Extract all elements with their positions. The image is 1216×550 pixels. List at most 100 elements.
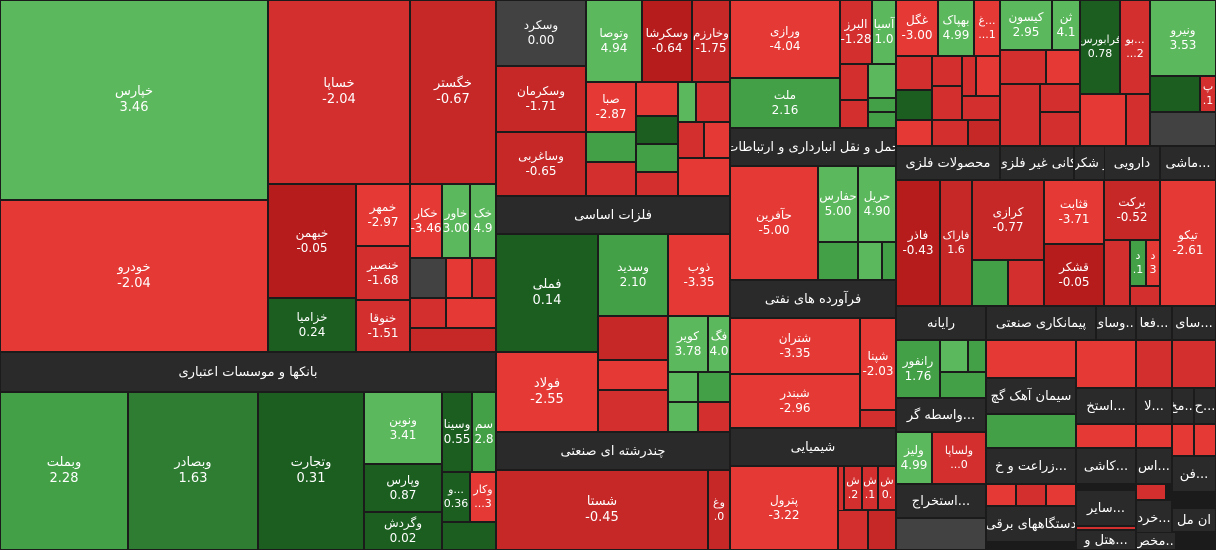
- treemap-tile[interactable]: [696, 82, 730, 122]
- treemap-tile[interactable]: [698, 372, 730, 402]
- treemap-tile[interactable]: [636, 172, 678, 196]
- treemap-tile[interactable]: بهپاک 4.99: [938, 0, 974, 56]
- treemap-tile[interactable]: خودرو -2.04: [0, 200, 268, 352]
- treemap-tile[interactable]: د .1: [1130, 240, 1146, 286]
- treemap-tile[interactable]: وبصادر 1.63: [128, 392, 258, 550]
- treemap-tile[interactable]: کویر 3.78: [668, 316, 708, 372]
- treemap-tile[interactable]: ولیز 4.99: [896, 432, 932, 484]
- treemap-tile[interactable]: [1040, 112, 1080, 146]
- treemap-tile[interactable]: شستا -0.45: [496, 470, 708, 550]
- treemap-tile[interactable]: [896, 56, 932, 90]
- treemap-tile[interactable]: [472, 258, 496, 298]
- treemap-tile[interactable]: وتجارت 0.31: [258, 392, 364, 550]
- treemap-tile[interactable]: وساغربی -0.65: [496, 132, 586, 196]
- treemap-tile[interactable]: [962, 96, 1000, 120]
- treemap-tile[interactable]: و... 0.36: [442, 472, 470, 522]
- treemap-tile[interactable]: [668, 402, 698, 432]
- treemap-tile[interactable]: قثابت -3.71: [1044, 180, 1104, 244]
- treemap-tile[interactable]: آسیا 1.0: [872, 0, 896, 64]
- treemap-tile[interactable]: فملی 0.14: [496, 234, 598, 352]
- treemap-tile[interactable]: بو... ...2: [1120, 0, 1150, 94]
- treemap-tile[interactable]: [840, 64, 868, 100]
- treemap-tile[interactable]: [932, 86, 962, 120]
- treemap-tile[interactable]: خگستر -0.67: [410, 0, 496, 184]
- treemap-tile[interactable]: [896, 90, 932, 120]
- treemap-tile[interactable]: وپارس 0.87: [364, 464, 442, 512]
- treemap-tile[interactable]: تیکو -2.61: [1160, 180, 1216, 306]
- treemap-tile[interactable]: وسکرد 0.00: [496, 0, 586, 66]
- treemap-tile[interactable]: حآفرین -5.00: [730, 166, 818, 280]
- treemap-tile[interactable]: وغ .0: [708, 470, 730, 550]
- treemap-tile[interactable]: [868, 112, 896, 128]
- treemap-tile[interactable]: [442, 522, 496, 550]
- treemap-tile[interactable]: [1040, 84, 1080, 112]
- treemap-tile[interactable]: [986, 414, 1076, 448]
- treemap-tile[interactable]: وسکرمان -1.71: [496, 66, 586, 132]
- treemap-tile[interactable]: وسکرشا -0.64: [642, 0, 692, 82]
- treemap-tile[interactable]: [678, 122, 704, 158]
- treemap-tile[interactable]: ثن 4.1: [1052, 0, 1080, 50]
- treemap-tile[interactable]: [1126, 94, 1150, 146]
- treemap-tile[interactable]: ش .2: [844, 466, 862, 510]
- treemap-tile[interactable]: [598, 360, 668, 390]
- treemap-tile[interactable]: فاذر -0.43: [896, 180, 940, 306]
- treemap-tile[interactable]: خزامیا 0.24: [268, 298, 356, 352]
- treemap-tile[interactable]: [968, 340, 986, 372]
- treemap-tile[interactable]: حفارس 5.00: [818, 166, 858, 242]
- treemap-tile[interactable]: خپارس 3.46: [0, 0, 268, 200]
- treemap-tile[interactable]: حریل 4.90: [858, 166, 896, 242]
- treemap-tile[interactable]: [882, 242, 896, 280]
- treemap-tile[interactable]: [1046, 484, 1076, 506]
- treemap-tile[interactable]: ذوب -3.35: [668, 234, 730, 316]
- treemap-tile[interactable]: غ... ...1: [974, 0, 1000, 56]
- treemap-tile[interactable]: فگ 4.0: [708, 316, 730, 372]
- treemap-tile[interactable]: [678, 82, 696, 122]
- treemap-tile[interactable]: [1080, 94, 1126, 146]
- treemap-tile[interactable]: [868, 64, 896, 98]
- treemap-tile[interactable]: شتران -3.35: [730, 318, 860, 374]
- treemap-tile[interactable]: وکار ...3: [470, 472, 496, 522]
- treemap-tile[interactable]: [410, 328, 496, 352]
- treemap-tile[interactable]: البرز -1.28: [840, 0, 872, 64]
- treemap-tile[interactable]: وسدید 2.10: [598, 234, 668, 316]
- treemap-tile[interactable]: [636, 82, 678, 116]
- treemap-tile[interactable]: فاراک 1.6: [940, 180, 972, 306]
- treemap-tile[interactable]: [896, 518, 986, 550]
- treemap-tile[interactable]: [1172, 340, 1216, 388]
- treemap-tile[interactable]: [446, 298, 496, 328]
- treemap-tile[interactable]: [1150, 112, 1216, 146]
- treemap-tile[interactable]: [446, 258, 472, 298]
- treemap-tile[interactable]: [976, 56, 1000, 96]
- treemap-tile[interactable]: ورازی -4.04: [730, 0, 840, 78]
- treemap-tile[interactable]: رانفور 1.76: [896, 340, 940, 398]
- treemap-tile[interactable]: [896, 120, 932, 146]
- treemap-tile[interactable]: [410, 298, 446, 328]
- treemap-tile[interactable]: پترول -3.22: [730, 466, 838, 550]
- treemap-tile[interactable]: [1076, 526, 1136, 530]
- treemap-tile[interactable]: خک 4.9: [470, 184, 496, 258]
- treemap-tile[interactable]: [940, 340, 968, 372]
- treemap-tile[interactable]: [818, 242, 858, 280]
- treemap-tile[interactable]: [1076, 340, 1136, 388]
- treemap-tile[interactable]: [668, 372, 698, 402]
- treemap-tile[interactable]: [586, 132, 636, 162]
- treemap-tile[interactable]: وسینا 0.55: [442, 392, 472, 472]
- treemap-tile[interactable]: [636, 116, 678, 144]
- treemap-tile[interactable]: وخارزم -1.75: [692, 0, 730, 82]
- treemap-tile[interactable]: خساپا -2.04: [268, 0, 410, 184]
- treemap-tile[interactable]: وبملت 2.28: [0, 392, 128, 550]
- treemap-tile[interactable]: [986, 484, 1016, 506]
- treemap-tile[interactable]: سم 2.8: [472, 392, 496, 472]
- treemap-tile[interactable]: صبا -2.87: [586, 82, 636, 132]
- treemap-tile[interactable]: خنصیر -1.68: [356, 246, 410, 300]
- treemap-tile[interactable]: [1130, 286, 1160, 306]
- treemap-tile[interactable]: [968, 120, 1000, 146]
- treemap-tile[interactable]: [410, 258, 446, 298]
- treemap-tile[interactable]: [962, 56, 976, 96]
- treemap-tile[interactable]: [932, 120, 968, 146]
- treemap-tile[interactable]: شبندر -2.96: [730, 374, 860, 428]
- treemap-tile[interactable]: کیسون 2.95: [1000, 0, 1052, 50]
- treemap-tile[interactable]: [860, 410, 896, 428]
- treemap-tile[interactable]: پ .1: [1200, 76, 1216, 112]
- treemap-tile[interactable]: [1136, 424, 1172, 448]
